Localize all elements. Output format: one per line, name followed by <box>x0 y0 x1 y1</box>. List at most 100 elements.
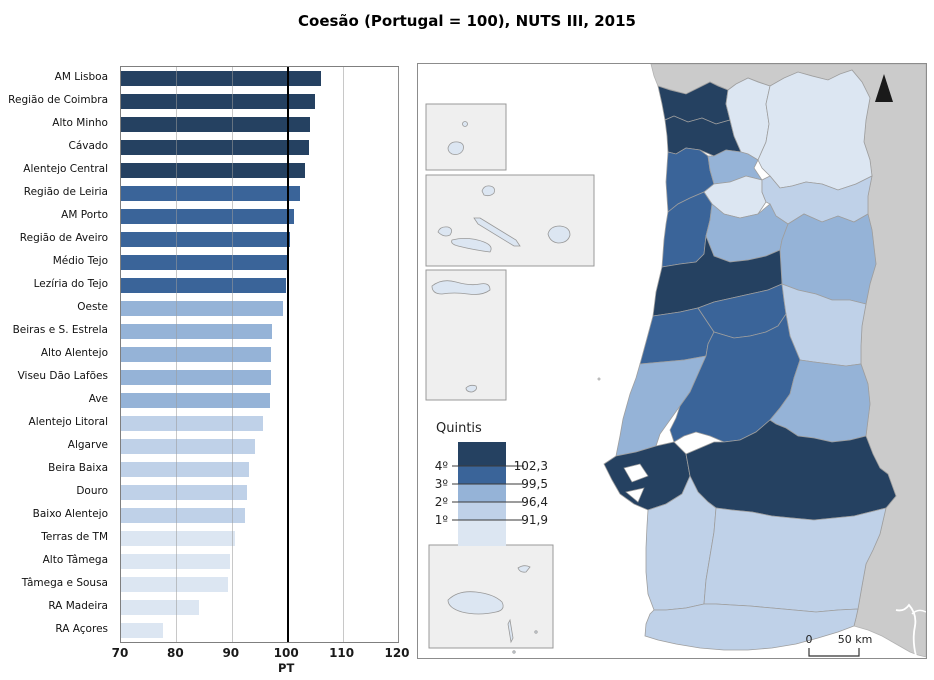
bar-row <box>121 251 398 274</box>
bar-row <box>121 481 398 504</box>
bar-row <box>121 550 398 573</box>
nuts3-regions <box>603 69 897 651</box>
bar-category-label: Alto Alentejo <box>40 347 108 359</box>
bar-row <box>121 274 398 297</box>
bar-category-label: AM Lisboa <box>54 71 108 83</box>
bar <box>121 508 245 523</box>
bar-chart-plot-area <box>120 66 399 643</box>
gridline <box>176 67 178 642</box>
bar-category-label: AM Porto <box>61 209 108 221</box>
bar-row <box>121 527 398 550</box>
bar <box>121 209 294 224</box>
bar <box>121 531 235 546</box>
legend-title: Quintis <box>436 421 482 436</box>
bar <box>121 347 272 362</box>
bar <box>121 255 289 270</box>
tagus-estuary <box>623 463 649 483</box>
bar-row <box>121 228 398 251</box>
map-panel: Quintis 4º 102,3 3º 99,5 2º 96,4 1º 91,9 0 50 k… <box>417 63 927 659</box>
map-region-oeste <box>615 355 707 457</box>
legend-quintile-value: 99,5 <box>521 477 548 491</box>
bar-category-label: Lezíria do Tejo <box>33 278 108 290</box>
bar-row <box>121 343 398 366</box>
bar-category-label: Região de Coimbra <box>8 94 108 106</box>
bar-category-label: Beira Baixa <box>48 462 108 474</box>
bar-category-label: Oeste <box>77 301 108 313</box>
bar-category-label: Viseu Dão Lafões <box>17 370 108 382</box>
bar-row <box>121 297 398 320</box>
bar-row <box>121 619 398 642</box>
bar-category-label: Baixo Alentejo <box>32 508 108 520</box>
bar-row <box>121 182 398 205</box>
bar <box>121 117 310 132</box>
map-region-baixo-alentejo <box>703 507 887 613</box>
bar-category-label: Alentejo Litoral <box>28 416 108 428</box>
scale-bar-bracket <box>808 648 860 657</box>
azores-inset-central <box>425 174 595 267</box>
page-title: Coesão (Portugal = 100), NUTS III, 2015 <box>298 12 636 30</box>
legend-quintile-value: 91,9 <box>521 513 548 527</box>
bar-row <box>121 458 398 481</box>
gridline <box>231 67 233 642</box>
spain-river-2 <box>911 609 926 615</box>
bar-series <box>121 67 398 642</box>
bar-category-label: Beiras e S. Estrela <box>12 324 108 336</box>
bar-row <box>121 573 398 596</box>
north-arrow-icon <box>875 74 893 102</box>
bar <box>121 577 229 592</box>
bar-row <box>121 596 398 619</box>
azores-inset-west <box>425 103 507 171</box>
legend-quintile-value: 102,3 <box>514 459 548 473</box>
azores-inset-east <box>425 269 507 401</box>
bar-category-label: Tâmega e Sousa <box>21 577 108 589</box>
map-legend: Quintis 4º 102,3 3º 99,5 2º 96,4 1º 91,9 <box>435 421 548 546</box>
legend-quintile-label: 4º <box>435 459 449 473</box>
bar-category-label: Região de Aveiro <box>19 232 108 244</box>
x-axis-title: PT <box>278 661 295 675</box>
bar <box>121 163 305 178</box>
bar-category-label: Cávado <box>68 140 108 152</box>
bar-row <box>121 113 398 136</box>
map-region-terras-tm <box>757 69 873 191</box>
bar <box>121 485 247 500</box>
x-tick-label: 90 <box>222 646 240 660</box>
bar <box>121 71 321 86</box>
bar-row <box>121 67 398 90</box>
bar-row <box>121 504 398 527</box>
reference-line-100 <box>287 67 289 642</box>
bar-category-label: Médio Tejo <box>52 255 108 267</box>
legend-quintile-value: 96,4 <box>521 495 548 509</box>
bar <box>121 462 249 477</box>
bar <box>121 94 315 109</box>
legend-quintile-label: 2º <box>435 495 449 509</box>
gridline <box>342 67 344 642</box>
bar-chart-category-labels: AM Lisboa Região de Coimbra Alto Minho Cáva… <box>8 66 114 641</box>
gridline <box>398 67 399 642</box>
bar-category-label: Ave <box>88 393 108 405</box>
legend-color-ramp <box>458 442 506 546</box>
bar <box>121 416 264 431</box>
bar <box>121 623 164 638</box>
bar-category-label: RA Açores <box>55 623 108 635</box>
x-tick-label: 110 <box>329 646 355 660</box>
bar <box>121 370 271 385</box>
map-region-leiria <box>639 307 715 365</box>
bar <box>121 301 284 316</box>
bar <box>121 232 290 247</box>
bar-row <box>121 205 398 228</box>
bar-category-label: Algarve <box>67 439 108 451</box>
map-region-cavado <box>664 115 742 157</box>
bar-category-label: Alto Tâmega <box>42 554 108 566</box>
map-region-algarve <box>644 603 859 651</box>
bar-row <box>121 412 398 435</box>
x-tick-label: 120 <box>384 646 410 660</box>
bar-row <box>121 90 398 113</box>
legend-quintile-label: 3º <box>435 477 449 491</box>
bar-row <box>121 136 398 159</box>
bar-row <box>121 366 398 389</box>
portugal-map: Quintis 4º 102,3 3º 99,5 2º 96,4 1º 91,9 0 50 k… <box>425 64 926 658</box>
x-tick-label: 80 <box>167 646 184 660</box>
bar-category-label: Terras de TM <box>41 531 108 543</box>
bar <box>121 439 256 454</box>
spain-river <box>895 603 917 657</box>
